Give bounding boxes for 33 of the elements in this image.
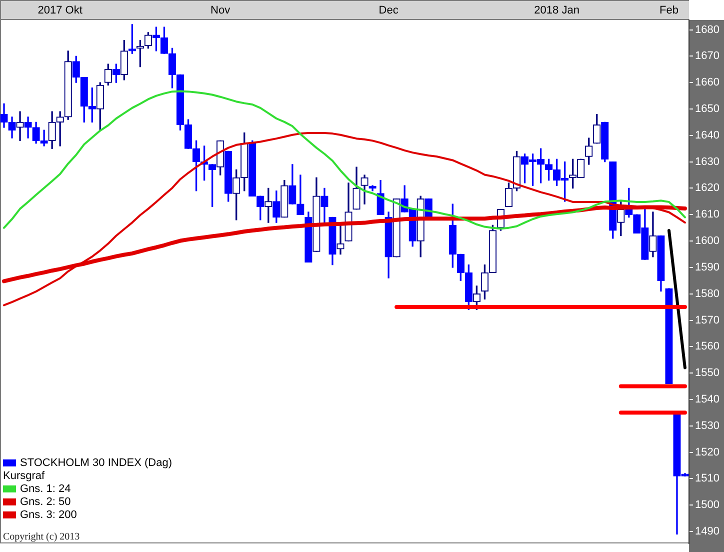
legend-label: STOCKHOLM 30 INDEX (Dag) (20, 456, 172, 469)
legend-label: Gns. 3: 200 (20, 508, 77, 521)
y-tick-label: 1650 (695, 103, 720, 116)
x-tick-label: Dec (378, 4, 399, 16)
y-tick-label: 1600 (695, 235, 720, 248)
y-tick-label: 1570 (695, 314, 720, 326)
annotation: Copyright (c) 2013 (3, 531, 80, 542)
legend-label: Gns. 2: 50 (20, 496, 71, 508)
y-tick-label: 1640 (695, 129, 720, 142)
y-tick-label: 1520 (695, 446, 720, 458)
candlestick (336, 224, 344, 255)
y-tick-label: 1580 (695, 288, 720, 300)
y-tick-label: 1560 (695, 340, 720, 353)
y-tick-label: 1610 (695, 208, 720, 221)
y-tick-label: 1490 (695, 526, 720, 538)
y-tick-label: 1680 (695, 24, 720, 36)
y-tick-label: 1590 (695, 261, 720, 274)
x-tick-label: Feb (659, 4, 678, 16)
y-tick-label: 1630 (695, 156, 720, 168)
x-tick-label: 2017 Okt (38, 4, 82, 16)
x-tick-label: 2018 Jan (534, 4, 580, 16)
legend-label: Gns. 1: 24 (20, 482, 71, 495)
y-tick-label: 1670 (695, 50, 720, 62)
y-tick-label: 1540 (695, 394, 720, 406)
y-tick-label: 1510 (695, 472, 720, 485)
y-tick-label: 1620 (695, 182, 720, 194)
legend-title: Kursgraf (3, 470, 46, 482)
candlestick (16, 111, 24, 142)
y-tick-label: 1530 (695, 420, 720, 432)
y-tick-label: 1550 (695, 367, 720, 380)
y-tick-label: 1660 (695, 76, 720, 89)
y-tick-label: 1500 (695, 499, 720, 512)
x-tick-label: Nov (210, 4, 231, 16)
